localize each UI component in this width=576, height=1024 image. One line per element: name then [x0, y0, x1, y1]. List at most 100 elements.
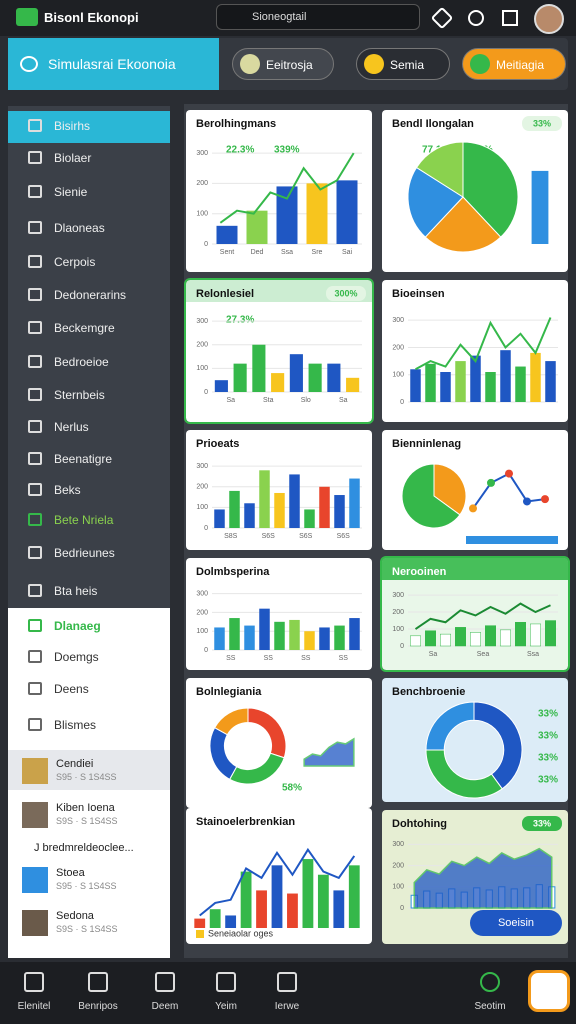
bar — [304, 631, 315, 650]
bar — [289, 474, 300, 528]
nav-icon[interactable] — [216, 972, 236, 992]
badge-text: 33% — [533, 818, 551, 828]
sidebar-item[interactable]: Nerlus — [54, 420, 89, 434]
x-tick-label: S8S — [224, 533, 238, 540]
sidebar-item[interactable]: Bta heis — [54, 584, 98, 598]
button[interactable] — [470, 910, 562, 936]
nav-icon[interactable] — [24, 972, 44, 992]
bar — [455, 361, 466, 402]
line — [219, 152, 355, 224]
x-tick-label: Sea — [477, 651, 490, 658]
sidebar-item[interactable]: Bisirhs — [54, 119, 91, 133]
item-icon — [28, 584, 42, 597]
nav-label[interactable]: Yeim — [215, 1001, 237, 1012]
nav-label[interactable]: Deem — [151, 1001, 179, 1012]
nav-icon[interactable] — [480, 972, 500, 992]
contact-name[interactable]: Stoea — [56, 867, 85, 879]
annotation: 33% — [538, 753, 558, 764]
contact-detail: S9S · S 1S4SS — [56, 924, 118, 934]
x-tick-label: Ded — [251, 249, 264, 256]
y-tick-label: 300 — [196, 590, 208, 597]
header-icon — [20, 56, 38, 72]
bar — [470, 355, 481, 402]
nav-icon[interactable] — [277, 972, 297, 992]
sidebar-item[interactable]: Beks — [54, 483, 81, 497]
card-title: Relonlesiel — [196, 288, 254, 300]
donut-slice — [229, 752, 285, 785]
nav-icon[interactable] — [155, 972, 175, 992]
bar — [308, 363, 322, 392]
item-icon — [28, 119, 42, 132]
nav-label[interactable]: Benripos — [78, 1001, 118, 1012]
y-tick-label: 200 — [196, 484, 208, 491]
nav-app-icon[interactable] — [528, 970, 570, 1012]
contact-name[interactable]: Cendiei — [56, 758, 94, 770]
bar — [302, 859, 314, 928]
bar — [289, 619, 300, 650]
y-tick-label: 100 — [392, 884, 404, 891]
bar — [545, 620, 556, 647]
sidebar-item[interactable]: Bete Nriela — [54, 513, 114, 527]
sidebar-item[interactable]: Beckemgre — [54, 321, 115, 335]
sidebar-item[interactable]: Deens — [54, 682, 89, 696]
sidebar-item[interactable]: Beenatigre — [54, 452, 113, 466]
y-tick-label: 0 — [204, 389, 208, 396]
y-tick-label: 200 — [196, 342, 208, 349]
header-title-box — [8, 38, 219, 90]
nav-icon[interactable] — [88, 972, 108, 992]
nav-label[interactable]: Seotim — [474, 1001, 506, 1012]
sidebar-item[interactable]: Blismes — [54, 718, 97, 732]
nav-label[interactable]: Elenitel — [17, 1001, 51, 1012]
sidebar-item[interactable]: Bedroeioe — [54, 355, 109, 369]
avatar[interactable] — [534, 4, 564, 34]
bar — [327, 363, 341, 392]
icon[interactable] — [502, 10, 518, 26]
pie-slice — [415, 141, 464, 198]
x-tick-label: SS — [264, 655, 274, 662]
bar — [274, 621, 285, 650]
x-tick-label: Sre — [312, 249, 323, 256]
item-icon — [28, 483, 42, 496]
y-tick-label: 200 — [392, 609, 404, 616]
donut-slice — [247, 707, 287, 759]
card: Prioeats 0 100 200 300 S8S S6S S6S S6S — [186, 430, 372, 550]
bar — [348, 865, 360, 928]
bar — [410, 369, 421, 402]
badge-text: 33% — [533, 118, 551, 128]
y-tick-label: 300 — [392, 592, 404, 599]
contact-avatar — [22, 802, 48, 828]
pie-slice — [401, 463, 461, 529]
bar — [246, 210, 268, 244]
point — [505, 469, 513, 478]
y-tick-label: 100 — [196, 628, 208, 635]
sidebar-item[interactable]: Biolaer — [54, 151, 92, 165]
sidebar-item[interactable]: Dlaoneas — [54, 221, 105, 235]
contact-detail: S9S · S 1S4SS — [56, 816, 118, 826]
sidebar-item[interactable]: Cerpois — [54, 255, 96, 269]
bar — [349, 618, 360, 650]
contact-name[interactable]: Sedona — [56, 910, 94, 922]
sidebar-item[interactable]: Doemgs — [54, 650, 99, 664]
sidebar-item[interactable]: Sienie — [54, 185, 88, 199]
card-title: Bolnlegiania — [196, 686, 262, 698]
bar — [425, 363, 436, 402]
contact-name[interactable]: Kiben Ioena — [56, 802, 115, 814]
nav-label[interactable]: Ierwe — [274, 1001, 300, 1012]
bar — [440, 633, 451, 647]
icon[interactable] — [468, 10, 484, 26]
bar — [317, 874, 329, 928]
sidebar-item[interactable]: Dedonerarins — [54, 288, 127, 302]
contact-name[interactable]: J bredmreldeoclee... — [34, 842, 134, 854]
search-box[interactable] — [216, 4, 420, 30]
pie-slice — [407, 166, 464, 238]
bar — [252, 344, 266, 392]
point — [487, 478, 495, 487]
sidebar-item[interactable]: Dlanaeg — [54, 619, 101, 633]
bar — [271, 865, 283, 928]
card: Bolnlegiania 58% — [186, 678, 372, 808]
item-icon — [28, 619, 42, 632]
sidebar-item[interactable]: Bedrieunes — [54, 546, 115, 560]
sidebar-item[interactable]: Sternbeis — [54, 388, 105, 402]
card-title: Benchbroenie — [392, 686, 465, 698]
app-title: Bisonl Ekonopi — [44, 10, 139, 25]
